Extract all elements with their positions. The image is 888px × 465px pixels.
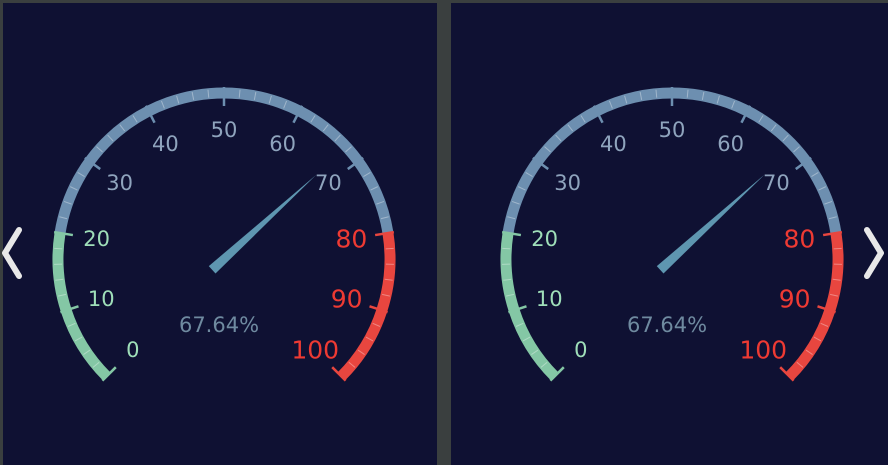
- tick-label-40: 40: [152, 132, 179, 156]
- tick-label-50: 50: [211, 118, 238, 142]
- tick-label-50: 50: [659, 118, 686, 142]
- tick-label-70: 70: [315, 171, 342, 195]
- minor-tick: [502, 248, 510, 249]
- gauge-panel-left: 0 10 20 30 40 50 60 70 80 90 100 67.64%: [3, 3, 437, 465]
- tick-label-60: 60: [269, 132, 296, 156]
- gauge-band-mid: [508, 93, 836, 233]
- minor-tick: [834, 248, 842, 249]
- minor-tick: [54, 248, 62, 249]
- tick-label-70: 70: [763, 171, 790, 195]
- tick-label-20: 20: [83, 227, 110, 251]
- tick-label-80: 80: [783, 224, 815, 253]
- chevron-left-icon: [0, 222, 24, 284]
- tick-label-40: 40: [600, 132, 627, 156]
- tick-label-90: 90: [779, 284, 811, 313]
- gauge-needle: [209, 175, 316, 274]
- tick-label-30: 30: [554, 171, 581, 195]
- previous-slide-button[interactable]: [0, 222, 24, 284]
- next-slide-button[interactable]: [862, 222, 886, 284]
- gauge-panel-right: 0 10 20 30 40 50 60 70 80 90 100 67.64%: [451, 3, 888, 465]
- tick-label-30: 30: [106, 171, 133, 195]
- tick-label-0: 0: [126, 338, 139, 362]
- tick-label-20: 20: [531, 227, 558, 251]
- tick-label-80: 80: [335, 224, 367, 253]
- tick-label-100: 100: [291, 336, 339, 365]
- speedometer-gauge: 0 10 20 30 40 50 60 70 80 90 100 67.64%: [451, 3, 888, 465]
- tick-label-60: 60: [717, 132, 744, 156]
- gauge-needle: [657, 175, 765, 274]
- chevron-right-icon: [862, 222, 886, 284]
- gauge-value-text: 67.64%: [179, 313, 259, 337]
- tick-label-90: 90: [331, 284, 363, 313]
- speedometer-gauge: 0 10 20 30 40 50 60 70 80 90 100 67.64%: [3, 3, 437, 465]
- gauge-band-mid: [60, 93, 388, 233]
- minor-tick: [386, 248, 394, 249]
- tick-label-0: 0: [574, 338, 587, 362]
- gauge-value-text: 67.64%: [627, 313, 707, 337]
- tick-label-10: 10: [536, 287, 563, 311]
- tick-label-10: 10: [88, 287, 115, 311]
- tick-label-100: 100: [739, 336, 787, 365]
